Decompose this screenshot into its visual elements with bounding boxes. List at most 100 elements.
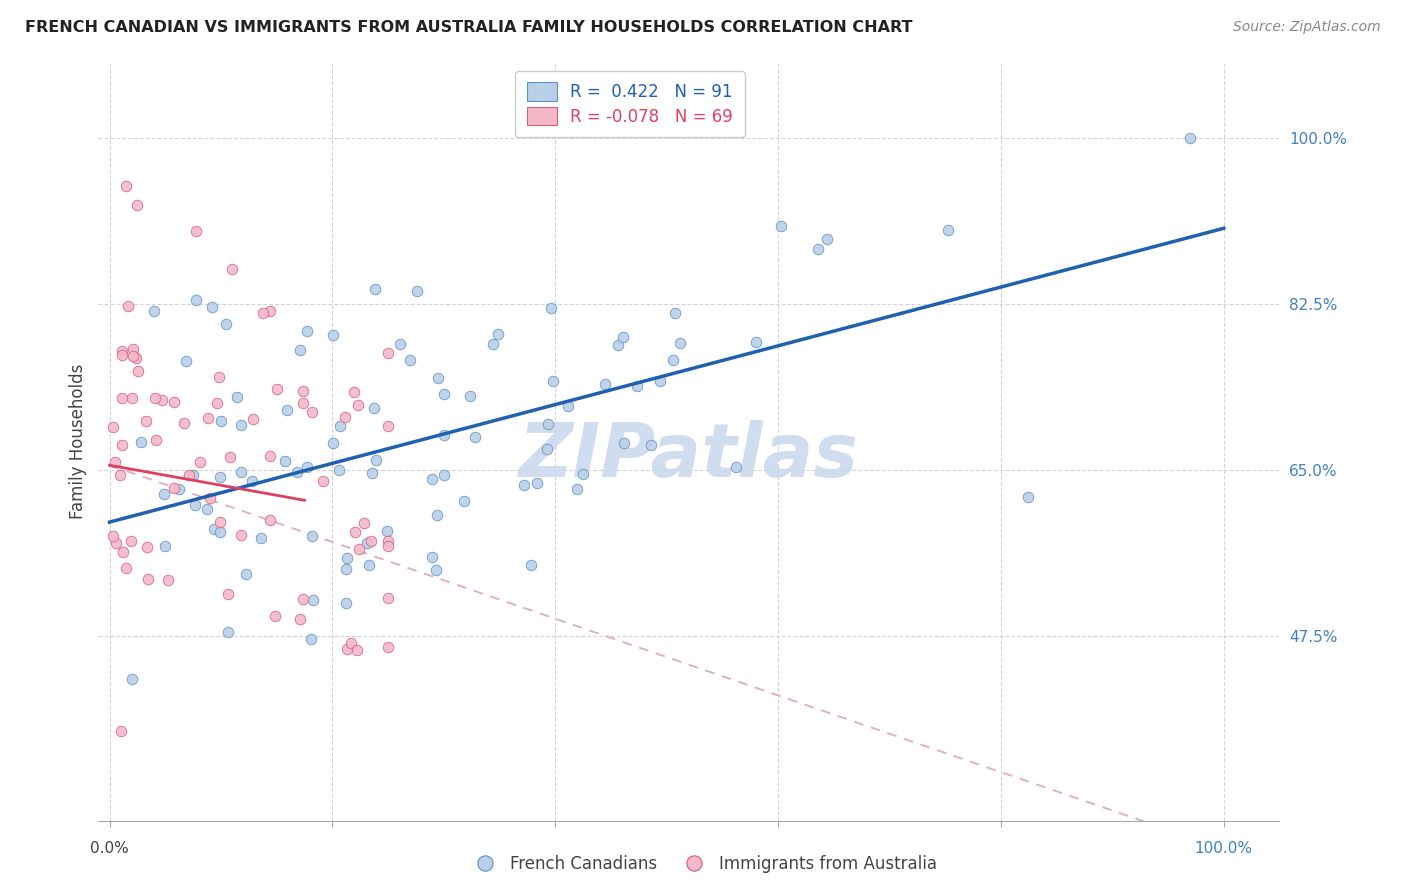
- Point: [242, 412, 264, 426]
- Point: [613, 436, 636, 450]
- Point: [364, 282, 387, 296]
- Point: [482, 336, 505, 351]
- Point: [111, 391, 134, 405]
- Legend: French Canadians, Immigrants from Australia: French Canadians, Immigrants from Austra…: [463, 848, 943, 880]
- Point: [276, 402, 298, 417]
- Point: [640, 438, 662, 452]
- Point: [344, 524, 367, 539]
- Point: [540, 301, 562, 315]
- Point: [607, 337, 630, 351]
- Point: [218, 450, 240, 464]
- Point: [259, 449, 281, 463]
- Point: [291, 396, 314, 410]
- Text: ZIPatlas: ZIPatlas: [519, 420, 859, 493]
- Point: [557, 400, 579, 414]
- Point: [612, 330, 634, 344]
- Text: FRENCH CANADIAN VS IMMIGRANTS FROM AUSTRALIA FAMILY HOUSEHOLDS CORRELATION CHART: FRENCH CANADIAN VS IMMIGRANTS FROM AUSTR…: [25, 20, 912, 35]
- Point: [121, 391, 143, 405]
- Point: [217, 587, 239, 601]
- Point: [425, 563, 447, 577]
- Point: [353, 516, 375, 530]
- Point: [433, 428, 456, 442]
- Point: [117, 299, 139, 313]
- Point: [364, 453, 387, 467]
- Point: [291, 384, 314, 398]
- Point: [399, 352, 422, 367]
- Point: [274, 454, 297, 468]
- Point: [105, 536, 128, 550]
- Point: [127, 197, 149, 211]
- Point: [188, 455, 211, 469]
- Point: [427, 371, 450, 385]
- Point: [250, 532, 273, 546]
- Point: [201, 300, 224, 314]
- Point: [217, 625, 239, 640]
- Point: [259, 303, 281, 318]
- Point: [335, 562, 357, 576]
- Point: [288, 343, 311, 357]
- Point: [453, 494, 475, 508]
- Point: [377, 640, 399, 655]
- Point: [111, 545, 134, 559]
- Point: [173, 417, 195, 431]
- Point: [208, 525, 231, 540]
- Point: [226, 391, 249, 405]
- Point: [360, 466, 382, 480]
- Point: [264, 609, 287, 624]
- Point: [156, 573, 179, 587]
- Point: [312, 474, 335, 488]
- Point: [426, 508, 449, 522]
- Point: [669, 336, 692, 351]
- Point: [266, 382, 288, 396]
- Point: [177, 468, 200, 483]
- Point: [433, 467, 456, 482]
- Point: [626, 378, 648, 392]
- Point: [363, 401, 385, 415]
- Point: [121, 672, 143, 686]
- Point: [208, 515, 231, 529]
- Point: [650, 375, 672, 389]
- Point: [458, 389, 481, 403]
- Point: [153, 487, 176, 501]
- Point: [662, 353, 685, 368]
- Point: [571, 467, 593, 481]
- Point: [129, 434, 152, 449]
- Point: [329, 419, 352, 434]
- Y-axis label: Family Households: Family Households: [69, 364, 87, 519]
- Point: [209, 414, 232, 428]
- Point: [135, 541, 157, 555]
- Point: [208, 470, 231, 484]
- Point: [291, 592, 314, 607]
- Point: [115, 560, 138, 574]
- Point: [486, 327, 509, 342]
- Point: [377, 591, 399, 606]
- Point: [807, 242, 830, 256]
- Point: [541, 374, 564, 388]
- Point: [110, 467, 132, 482]
- Point: [335, 596, 357, 610]
- Point: [240, 475, 263, 489]
- Legend: R =  0.422   N = 91, R = -0.078   N = 69: R = 0.422 N = 91, R = -0.078 N = 69: [515, 70, 745, 137]
- Point: [322, 327, 344, 342]
- Point: [181, 468, 204, 483]
- Point: [183, 498, 205, 512]
- Point: [104, 455, 127, 469]
- Point: [297, 324, 319, 338]
- Point: [125, 351, 148, 365]
- Point: [1017, 491, 1039, 505]
- Point: [744, 335, 766, 350]
- Point: [195, 501, 218, 516]
- Point: [377, 419, 399, 434]
- Point: [111, 348, 134, 362]
- Point: [420, 550, 443, 565]
- Point: [101, 528, 124, 542]
- Text: Source: ZipAtlas.com: Source: ZipAtlas.com: [1233, 20, 1381, 34]
- Point: [725, 460, 748, 475]
- Point: [433, 387, 456, 401]
- Point: [346, 643, 368, 657]
- Point: [235, 566, 257, 581]
- Text: 100.0%: 100.0%: [1195, 841, 1253, 856]
- Point: [143, 391, 166, 405]
- Point: [356, 536, 378, 550]
- Point: [406, 284, 429, 298]
